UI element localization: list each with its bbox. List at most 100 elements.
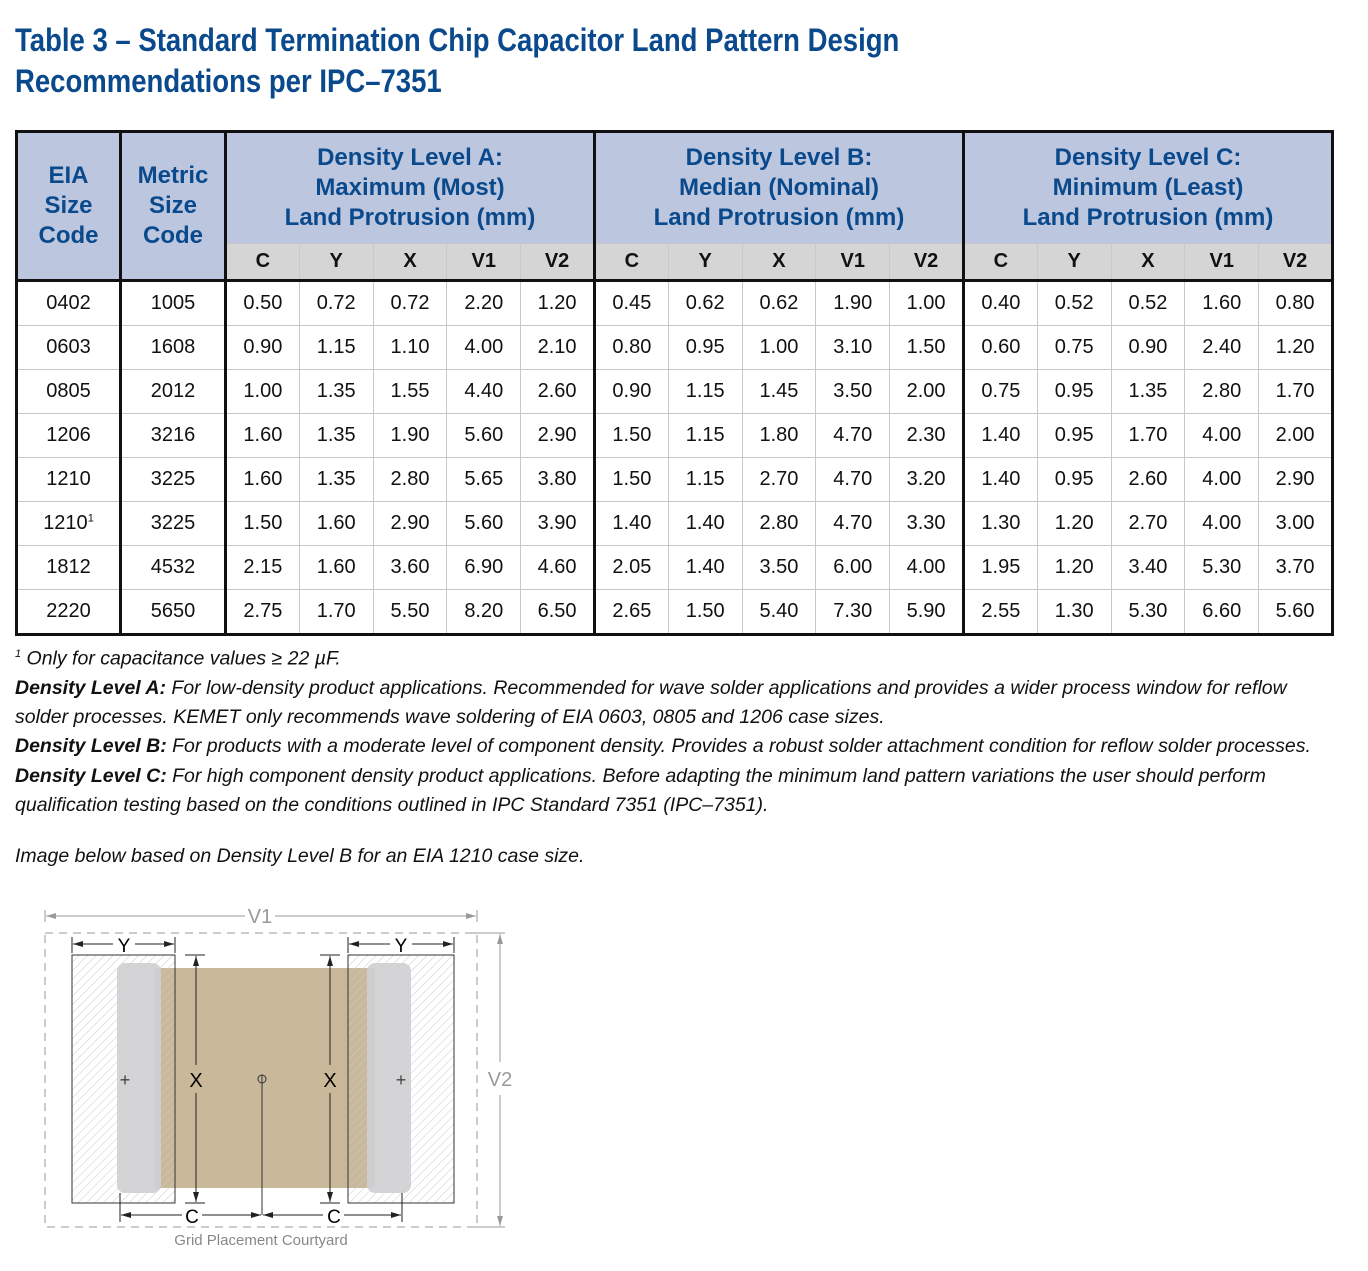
y-dimension-left: Y [71, 936, 176, 957]
value-cell: 5.90 [889, 589, 965, 636]
value-cell: 3.80 [520, 457, 596, 502]
value-cell: 4.00 [446, 325, 522, 370]
value-cell: 2.90 [520, 413, 596, 458]
metric-cell: 3225 [119, 501, 227, 546]
value-cell: 3.60 [372, 545, 448, 590]
right-termination [367, 963, 411, 1193]
value-cell: 5.60 [446, 413, 522, 458]
title-line-2: Recommendations per IPC–7351 [15, 63, 442, 99]
value-cell: 0.95 [1036, 457, 1112, 502]
column-header-x: X [1110, 243, 1186, 282]
value-cell: 0.95 [1036, 413, 1112, 458]
value-cell: 1.40 [667, 545, 743, 590]
column-header-v1: V1 [1184, 243, 1260, 282]
value-cell: 0.40 [961, 280, 1038, 326]
metric-cell: 3216 [119, 413, 227, 458]
svg-text:C: C [185, 1207, 199, 1228]
left-center-mark-icon: + [120, 1070, 131, 1090]
value-cell: 0.80 [592, 325, 669, 370]
value-cell: 1.20 [1036, 545, 1112, 590]
value-cell: 1.20 [520, 280, 596, 326]
value-cell: 1.50 [889, 325, 965, 370]
table-row: 2220 5650 2.75 1.70 5.50 8.20 6.50 2.65 1.50 5.40… [15, 589, 1334, 636]
c-dimensions: C C [119, 1193, 403, 1228]
table-notes: 1 Only for capacitance values ≥ 22 µF. D… [15, 640, 1335, 820]
value-cell: 1.60 [224, 413, 300, 458]
value-cell: 2.80 [1184, 369, 1260, 414]
value-cell: 2.15 [224, 545, 300, 590]
value-cell: 5.30 [1184, 545, 1260, 590]
value-cell: 1.80 [741, 413, 817, 458]
left-termination [117, 963, 161, 1193]
column-header-x: X [741, 243, 817, 282]
column-header-y: Y [1036, 243, 1112, 282]
value-cell: 1.35 [298, 369, 374, 414]
value-cell: 0.72 [298, 280, 374, 326]
column-header-v2: V2 [889, 243, 965, 282]
svg-text:C: C [327, 1207, 341, 1228]
right-center-mark-icon: + [396, 1070, 407, 1090]
value-cell: 0.95 [1036, 369, 1112, 414]
value-cell: 0.75 [1036, 325, 1112, 370]
value-cell: 4.60 [520, 545, 596, 590]
column-header-v2: V2 [1258, 243, 1334, 282]
value-cell: 3.10 [815, 325, 891, 370]
value-cell: 5.60 [1258, 589, 1334, 636]
value-cell: 4.00 [1184, 501, 1260, 546]
eia-cell: 2220 [15, 589, 122, 636]
v1-dimension: V1 [44, 906, 478, 928]
value-cell: 1.40 [667, 501, 743, 546]
value-cell: 3.70 [1258, 545, 1334, 590]
diagram-caption: Image below based on Density Level B for… [15, 845, 585, 867]
eia-cell: 1812 [15, 545, 122, 590]
value-cell: 5.60 [446, 501, 522, 546]
column-header-c: C [961, 243, 1038, 282]
metric-cell: 4532 [119, 545, 227, 590]
v1-label: V1 [248, 906, 272, 928]
value-cell: 3.20 [889, 457, 965, 502]
metric-cell: 2012 [119, 369, 227, 414]
value-cell: 2.90 [1258, 457, 1334, 502]
value-cell: 1.40 [961, 413, 1038, 458]
value-cell: 2.05 [592, 545, 669, 590]
svg-text:V2: V2 [488, 1069, 512, 1091]
value-cell: 1.95 [961, 545, 1038, 590]
column-header-c: C [224, 243, 300, 282]
value-cell: 4.70 [815, 501, 891, 546]
value-cell: 1.35 [1110, 369, 1186, 414]
value-cell: 2.60 [1110, 457, 1186, 502]
value-cell: 0.72 [372, 280, 448, 326]
value-cell: 1.35 [298, 457, 374, 502]
metric-cell: 3225 [119, 457, 227, 502]
value-cell: 2.10 [520, 325, 596, 370]
value-cell: 0.62 [667, 280, 743, 326]
value-cell: 5.65 [446, 457, 522, 502]
value-cell: 0.62 [741, 280, 817, 326]
value-cell: 0.95 [667, 325, 743, 370]
metric-cell: 1608 [119, 325, 227, 370]
value-cell: 1.70 [1110, 413, 1186, 458]
metric-cell: 5650 [119, 589, 227, 636]
value-cell: 5.50 [372, 589, 448, 636]
column-header-v2: V2 [520, 243, 596, 282]
page-title: Table 3 – Standard Termination Chip Capa… [15, 20, 952, 102]
eia-cell: 12101 [15, 501, 122, 546]
value-cell: 2.55 [961, 589, 1038, 636]
x-dimension-right: X [320, 954, 340, 1204]
table-row: 1206 3216 1.60 1.35 1.90 5.60 2.90 1.50 1.15 1.80… [15, 413, 1334, 458]
table-row: 1210 3225 1.60 1.35 2.80 5.65 3.80 1.50 1.15 2.70… [15, 457, 1334, 502]
y-dimension-right: Y [347, 936, 455, 957]
value-cell: 0.90 [1110, 325, 1186, 370]
value-cell: 1.90 [815, 280, 891, 326]
value-cell: 1.30 [1036, 589, 1112, 636]
value-cell: 4.70 [815, 457, 891, 502]
value-cell: 2.65 [592, 589, 669, 636]
footnote: 1 Only for capacitance values ≥ 22 µF. [15, 647, 341, 670]
value-cell: 1.00 [889, 280, 965, 326]
column-header-v1: V1 [815, 243, 891, 282]
value-cell: 2.20 [446, 280, 522, 326]
table-row: 12101 3225 1.50 1.60 2.90 5.60 3.90 1.40 1.40 2.8… [15, 501, 1334, 546]
value-cell: 5.40 [741, 589, 817, 636]
capacitor-body [155, 968, 375, 1188]
value-cell: 0.45 [592, 280, 669, 326]
